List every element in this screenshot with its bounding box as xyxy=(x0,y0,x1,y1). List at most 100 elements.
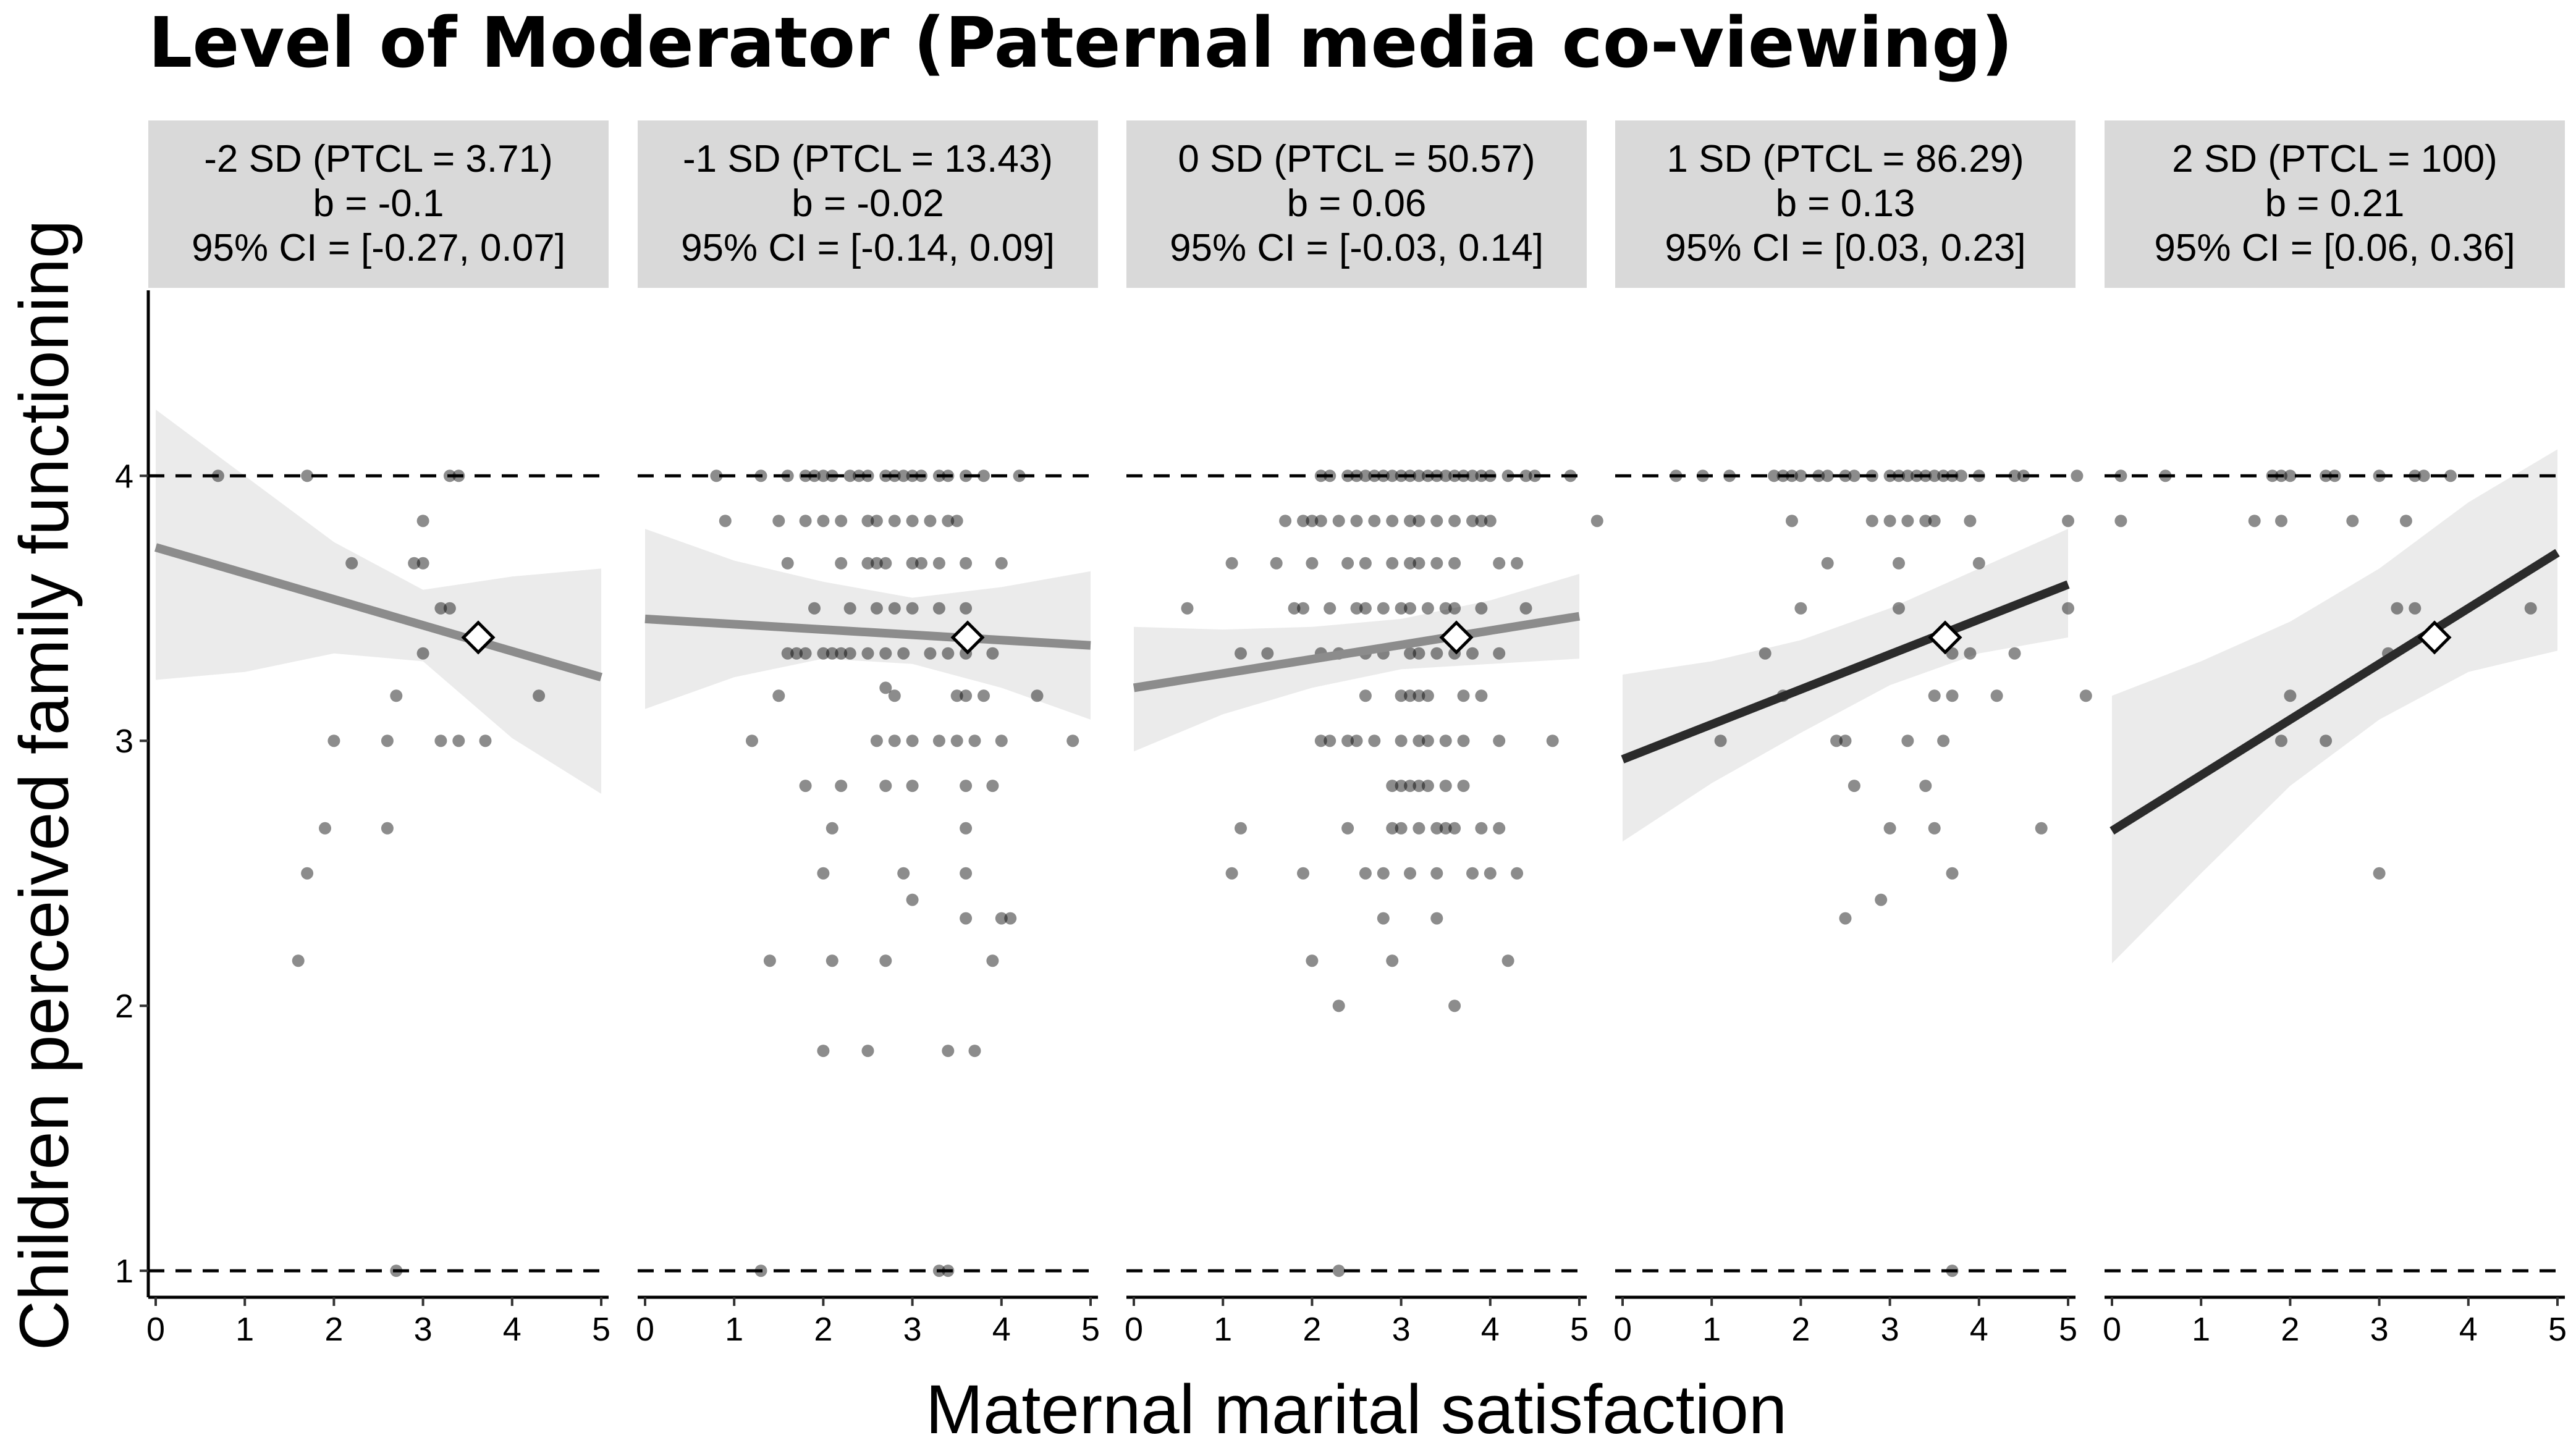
data-point xyxy=(1937,469,1950,482)
x-tick-label: 5 xyxy=(2059,1311,2077,1348)
data-point xyxy=(1235,822,1247,835)
data-point xyxy=(1484,515,1497,528)
data-point xyxy=(799,780,812,793)
data-point xyxy=(799,469,812,482)
x-tick-label: 4 xyxy=(2459,1311,2478,1348)
data-point xyxy=(1759,647,1772,660)
data-point xyxy=(826,954,838,967)
data-point xyxy=(1812,469,1825,482)
data-point xyxy=(452,469,465,482)
data-point xyxy=(1457,469,1470,482)
data-point xyxy=(1511,867,1524,880)
data-point xyxy=(1395,822,1408,835)
data-point xyxy=(1359,689,1372,702)
data-point xyxy=(1475,602,1488,615)
x-tick-label: 0 xyxy=(2103,1311,2121,1348)
data-point xyxy=(2391,602,2404,615)
data-point xyxy=(942,1265,955,1278)
strip-label-line-3: 95% CI = [-0.27, 0.07] xyxy=(192,227,565,269)
data-point xyxy=(2346,515,2359,528)
data-point xyxy=(416,557,429,570)
data-point xyxy=(906,469,919,482)
data-point xyxy=(479,735,492,747)
data-point xyxy=(986,954,999,967)
data-point xyxy=(1377,469,1390,482)
data-point xyxy=(1066,735,1079,747)
data-point xyxy=(1794,602,1807,615)
data-point xyxy=(1235,647,1247,660)
data-point xyxy=(2062,515,2074,528)
strip-background xyxy=(148,120,609,288)
data-point xyxy=(1928,822,1941,835)
data-point xyxy=(888,515,901,528)
data-point xyxy=(1404,689,1416,702)
data-point xyxy=(1314,469,1327,482)
data-point xyxy=(2079,689,2092,702)
data-point xyxy=(1776,469,1789,482)
data-point xyxy=(879,681,892,694)
data-point xyxy=(808,602,821,615)
data-point xyxy=(932,1265,945,1278)
data-point xyxy=(2284,689,2297,702)
regression-line xyxy=(644,614,1091,650)
data-point xyxy=(932,735,945,747)
data-point xyxy=(443,602,456,615)
data-point xyxy=(1350,602,1363,615)
data-point xyxy=(2409,469,2422,482)
data-point xyxy=(950,515,963,528)
strip-label-line-3: 95% CI = [-0.14, 0.09] xyxy=(681,227,1055,269)
data-point xyxy=(319,822,331,835)
data-point xyxy=(1893,557,1905,570)
data-point xyxy=(1413,780,1425,793)
data-point xyxy=(950,689,963,702)
data-point xyxy=(1448,822,1461,835)
data-point xyxy=(2373,867,2386,880)
data-point xyxy=(1457,689,1470,702)
data-point xyxy=(817,867,830,880)
data-point xyxy=(1910,469,1923,482)
data-point xyxy=(1270,557,1283,570)
data-point xyxy=(781,647,794,660)
x-tick-label: 0 xyxy=(1125,1311,1143,1348)
chart-title: Level of Moderator (Paternal media co-vi… xyxy=(148,3,2013,83)
data-point xyxy=(1332,515,1345,528)
data-point xyxy=(1430,822,1443,835)
data-point xyxy=(1990,689,2003,702)
data-point xyxy=(345,557,358,570)
data-point xyxy=(2114,515,2127,528)
data-point xyxy=(390,1265,403,1278)
data-point xyxy=(1288,602,1301,615)
data-point xyxy=(1341,557,1354,570)
data-point xyxy=(835,515,848,528)
data-point xyxy=(710,469,723,482)
data-point xyxy=(888,689,901,702)
strip-background xyxy=(638,120,1098,288)
data-point xyxy=(1875,893,1888,906)
data-point xyxy=(2284,469,2297,482)
data-point xyxy=(1448,602,1461,615)
data-point xyxy=(879,780,892,793)
data-point xyxy=(1865,515,1878,528)
confidence-band xyxy=(645,529,1091,720)
data-point xyxy=(1466,515,1479,528)
data-point xyxy=(434,735,447,747)
data-point xyxy=(1955,469,1967,482)
data-point xyxy=(861,557,874,570)
data-point xyxy=(932,469,945,482)
data-point xyxy=(2008,469,2021,482)
data-point xyxy=(1448,515,1461,528)
data-point xyxy=(870,557,883,570)
data-point xyxy=(1314,735,1327,747)
data-point xyxy=(1964,515,1977,528)
data-point xyxy=(1493,822,1506,835)
data-point xyxy=(1413,822,1425,835)
strip-background xyxy=(1615,120,2076,288)
regression-line xyxy=(1133,612,1581,692)
data-point xyxy=(1341,469,1354,482)
data-point xyxy=(1404,647,1416,660)
data-point xyxy=(942,1045,955,1058)
data-point xyxy=(1946,1265,1959,1278)
data-point xyxy=(960,689,973,702)
mean-diamond-marker xyxy=(950,620,985,655)
